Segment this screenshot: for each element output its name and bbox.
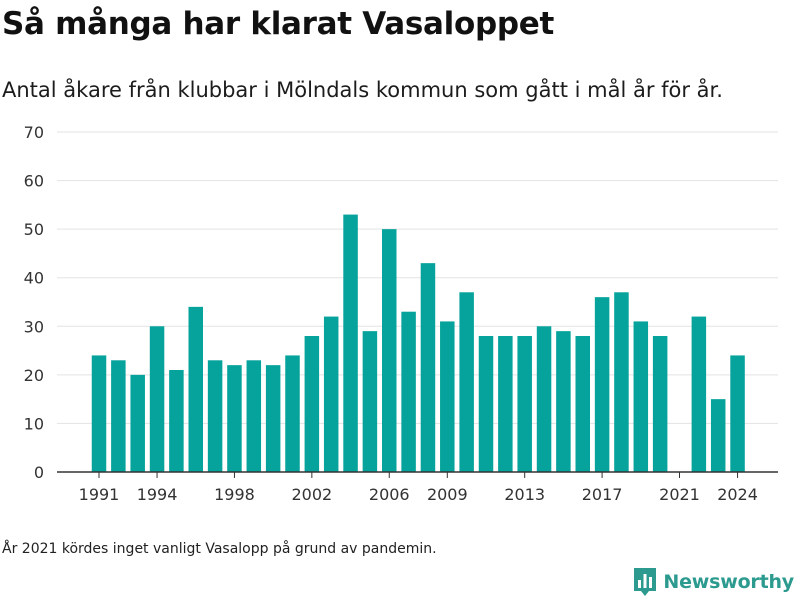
bar-1994[interactable]: [149, 326, 165, 472]
bar-2016[interactable]: [575, 336, 591, 472]
bar-2000[interactable]: [265, 365, 281, 472]
bar-2001[interactable]: [285, 355, 300, 472]
bar-2020[interactable]: [652, 336, 668, 472]
bar-2006[interactable]: [382, 229, 397, 472]
x-tick-label: 2021: [659, 485, 700, 504]
bar-2014[interactable]: [536, 326, 552, 472]
bar-1996[interactable]: [188, 306, 204, 472]
bar-2011[interactable]: [478, 336, 494, 472]
bar-1992[interactable]: [111, 360, 126, 472]
y-tick-label: 50: [24, 220, 44, 239]
bar-2005[interactable]: [362, 331, 378, 472]
bar-1997[interactable]: [207, 360, 223, 472]
x-tick-label: 1991: [79, 485, 120, 504]
bar-2010[interactable]: [459, 292, 474, 472]
bar-2022[interactable]: [691, 316, 707, 472]
bar-2004[interactable]: [343, 214, 358, 473]
bar-1999[interactable]: [246, 360, 262, 472]
x-tick-label: 2002: [291, 485, 332, 504]
bar-chart-logo-icon: [634, 568, 657, 596]
bar-2023[interactable]: [710, 399, 726, 472]
bar-2015[interactable]: [556, 331, 571, 472]
y-tick-label: 0: [34, 463, 44, 482]
bar-2008[interactable]: [420, 263, 436, 472]
x-tick-label: 2024: [717, 485, 758, 504]
bar-2019[interactable]: [633, 321, 649, 472]
y-tick-label: 60: [24, 172, 44, 191]
x-tick-label: 2006: [369, 485, 410, 504]
y-tick-label: 20: [24, 366, 44, 385]
y-tick-label: 30: [24, 317, 44, 336]
grid-lines: [57, 131, 778, 424]
chart-subtitle: Antal åkare från klubbar i Mölndals komm…: [2, 78, 723, 102]
bar-2024[interactable]: [730, 355, 745, 472]
bar-2009[interactable]: [440, 321, 455, 472]
x-tick-label: 2009: [427, 485, 468, 504]
bar-2003[interactable]: [323, 316, 339, 472]
y-tick-label: 10: [24, 414, 44, 433]
x-tick-label: 2017: [582, 485, 623, 504]
bar-1993[interactable]: [130, 374, 145, 472]
bar-2017[interactable]: [594, 297, 610, 472]
y-tick-label: 40: [24, 269, 44, 288]
y-axis-tick-labels: 0 10 20 30 40 50 60 70: [24, 123, 44, 482]
x-tick-label: 2013: [504, 485, 545, 504]
bar-2007[interactable]: [401, 311, 416, 472]
bar-2002[interactable]: [304, 336, 320, 472]
bar-1998[interactable]: [227, 365, 242, 472]
y-tick-label: 70: [24, 123, 44, 142]
bar-2012[interactable]: [498, 336, 513, 472]
x-axis-ticks: 1991 1994 1998 2002 2006 2009 2013 2017 2021 2024: [79, 472, 758, 504]
x-tick-label: 1998: [214, 485, 255, 504]
bar-1995[interactable]: [169, 370, 184, 472]
brand[interactable]: Newsworthy: [633, 567, 794, 597]
chart-title: Så många har klarat Vasaloppet: [2, 6, 555, 42]
bar-chart: 0 10 20 30 40 50 60 70 1991 1994 1998 2002 2006 2009…: [24, 123, 778, 504]
bars: [91, 214, 745, 473]
footnote: År 2021 kördes inget vanligt Vasalopp på…: [2, 541, 437, 557]
brand-name: Newsworthy: [663, 571, 794, 593]
bar-1991[interactable]: [91, 355, 107, 472]
bar-2013[interactable]: [517, 336, 532, 472]
x-tick-label: 1994: [137, 485, 178, 504]
bar-2018[interactable]: [614, 292, 629, 472]
